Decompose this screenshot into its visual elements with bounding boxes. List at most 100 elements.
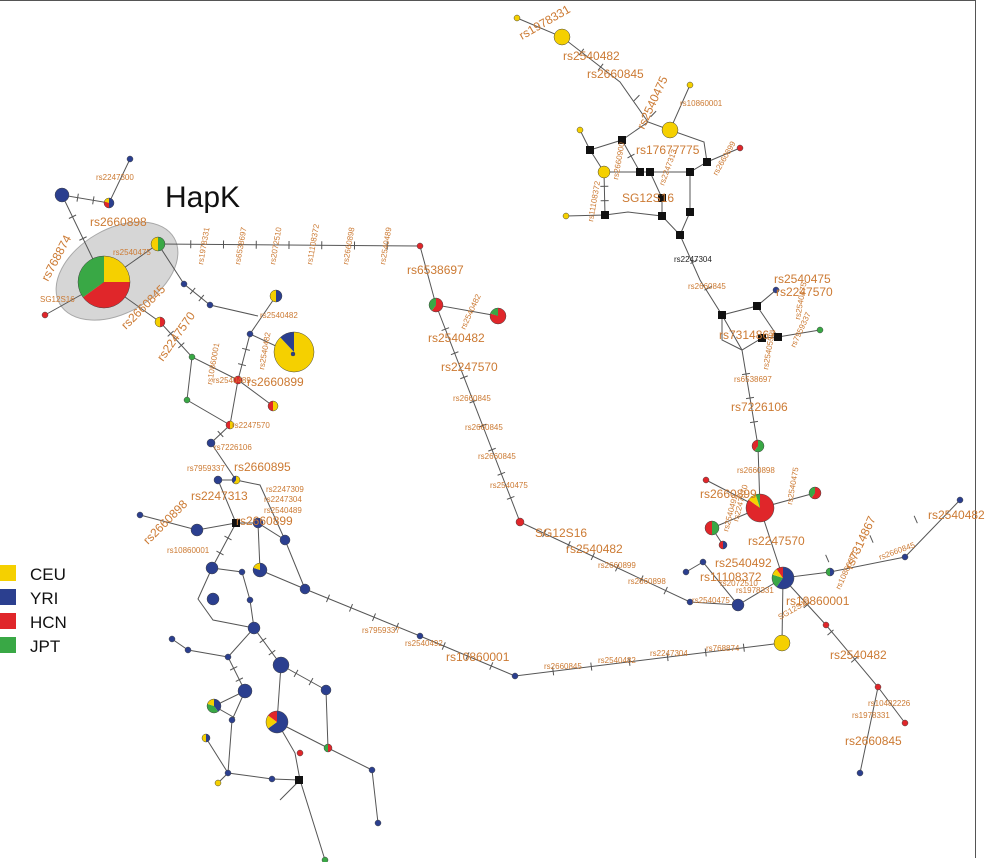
mutation-label: rs6538697 — [734, 375, 772, 384]
network-edge — [669, 84, 708, 163]
haplotype-outline — [745, 493, 775, 523]
haplotype-node — [183, 396, 191, 404]
network-edge — [579, 121, 649, 151]
mutation-label: rs768874 — [706, 644, 740, 653]
haplotype-slice — [431, 298, 443, 312]
mutation-label: rs2660845 — [587, 67, 644, 81]
haplotype-slice — [296, 749, 304, 757]
mutation-tick — [745, 396, 755, 400]
network-edge — [217, 690, 246, 784]
mutation-tick — [238, 363, 246, 367]
network-edge — [756, 305, 779, 338]
network-edge — [205, 737, 301, 781]
mutation-tick — [566, 541, 571, 549]
mutation-label: rs2540482 — [563, 49, 620, 63]
haplotype-outline — [751, 439, 765, 453]
network-edge — [211, 567, 255, 629]
network-edge — [679, 234, 777, 316]
mutation-label: rs2540489 — [264, 506, 302, 515]
mutation-tick — [639, 575, 644, 583]
haplotype-node — [816, 326, 824, 334]
legend-swatch-jpt — [0, 637, 16, 653]
mutation-label: rs1978331 — [852, 711, 890, 720]
haplotype-node — [736, 144, 744, 152]
mutation-label: rs2540489 — [213, 376, 251, 385]
mutation-tick — [552, 667, 555, 676]
mutation-tick — [478, 423, 487, 428]
haplotype-slice — [206, 734, 210, 742]
haplotype-node — [296, 749, 304, 757]
haplotype-node — [206, 301, 214, 309]
haplotype-slice — [183, 396, 191, 404]
haplotype-slice — [682, 568, 690, 576]
mutation-tick — [76, 193, 79, 202]
mutation-label: rs2247570 — [441, 360, 498, 374]
haplotype-node — [168, 635, 176, 643]
mutation-label: rs2540482 — [830, 648, 887, 662]
mutation-label: rs2247570 — [748, 534, 805, 548]
haplotype-node — [745, 493, 775, 523]
haplotype-node — [686, 81, 694, 89]
mutation-label: rs10860001 — [167, 546, 210, 555]
haplotype-node — [323, 743, 333, 753]
mutation-labels: rs1978331 rs2540482 rs2660845 rs2540475 … — [38, 2, 985, 748]
haplotype-slice — [247, 621, 261, 635]
legend-swatch-ceu — [0, 565, 16, 581]
mutation-label: rs7959337 — [187, 464, 225, 473]
mutation-label: rs10860001 — [786, 594, 850, 608]
haplotype-slice — [772, 569, 783, 578]
mutation-label: rs2660895 — [234, 460, 291, 474]
haplotype-slice — [104, 198, 109, 203]
mutation-tick — [627, 153, 635, 159]
mutation-tick — [614, 563, 620, 572]
haplotype-node — [513, 14, 521, 22]
mutation-tick — [489, 662, 494, 670]
mutation-tick — [690, 259, 698, 264]
mutation-label: rs2540475 — [692, 596, 730, 605]
mutation-tick — [268, 649, 276, 656]
haplotype-slice — [233, 375, 243, 385]
mutation-label: rs2247304 — [264, 495, 302, 504]
haplotype-node — [682, 568, 690, 576]
haplotype-slice — [252, 517, 264, 529]
mutation-tick — [235, 677, 244, 682]
haplotype-slice — [562, 212, 570, 220]
mutation-tick — [189, 287, 196, 295]
mutation-tick — [590, 662, 593, 671]
haplotype-node — [368, 766, 376, 774]
haplotype-slice — [207, 699, 214, 706]
haplotype-slice — [830, 568, 834, 576]
haplotype-node — [214, 779, 222, 787]
mutation-label: rs1978331 — [196, 226, 212, 265]
haplotype-slice — [226, 421, 230, 429]
haplotype-outline — [103, 197, 115, 209]
mutation-tick — [488, 447, 496, 452]
mutation-tick — [308, 677, 314, 686]
mutation-tick — [242, 347, 250, 351]
mutation-label: rs2660899 — [236, 514, 293, 528]
mutation-label: rs10860001 — [680, 99, 723, 108]
median-vector — [646, 168, 654, 176]
haplotype-slice — [811, 487, 821, 500]
haplotype-slice — [290, 351, 296, 357]
mutation-label: rs2540492 — [405, 639, 443, 648]
legend: CEU YRI HCN JPT — [0, 565, 67, 656]
haplotype-slice — [772, 286, 780, 294]
haplotype-slice — [490, 308, 498, 316]
haplotype-outline — [225, 420, 235, 430]
haplotype-node — [77, 255, 131, 309]
haplotype-outline — [231, 475, 241, 485]
haplotype-outline — [265, 710, 289, 734]
mutation-tick — [628, 657, 631, 666]
haplotype-node — [771, 566, 795, 590]
haplotype-slice — [273, 401, 278, 411]
mutation-label: rs2247309 — [266, 485, 304, 494]
haplotype-node — [213, 475, 223, 485]
haplotype-slice — [268, 401, 273, 411]
haplotype-slice — [280, 332, 294, 352]
mutation-label: SG12S16 — [622, 191, 674, 205]
mutation-label: rs2247304 — [674, 255, 712, 264]
mutation-tick — [224, 535, 232, 541]
mutation-label: rs2540475 — [113, 248, 151, 257]
mutation-label: rs2540482 — [928, 508, 985, 522]
